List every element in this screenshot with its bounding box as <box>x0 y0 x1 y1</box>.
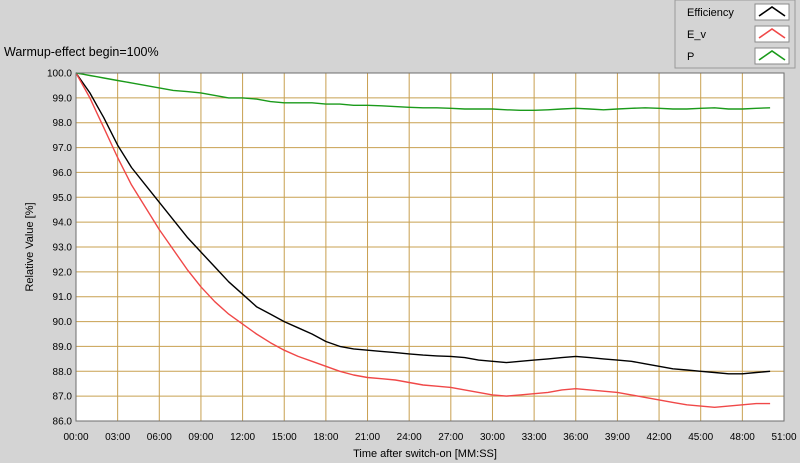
y-tick-label: 92.0 <box>53 267 73 278</box>
series-line-efficiency <box>75 72 771 375</box>
legend-label: E_v <box>687 29 706 41</box>
y-tick-label: 88.0 <box>53 367 73 378</box>
x-tick-label: 39:00 <box>605 432 630 443</box>
legend-label: P <box>687 51 694 63</box>
x-tick-label: 12:00 <box>230 432 255 443</box>
x-axis-title: Time after switch-on [MM:SS] <box>353 448 497 460</box>
x-axis-ticks: 00:00 03:00 06:00 09:00 12:00 15:00 18:00 21:00… <box>63 432 796 443</box>
y-tick-label: 95.0 <box>53 193 73 204</box>
legend-item-e-v[interactable]: E_v <box>687 25 790 43</box>
x-tick-label: 03:00 <box>105 432 130 443</box>
x-tick-label: 48:00 <box>730 432 755 443</box>
x-tick-label: 45:00 <box>688 432 713 443</box>
y-tick-label: 86.0 <box>53 417 73 428</box>
x-tick-label: 51:00 <box>771 432 796 443</box>
x-tick-label: 15:00 <box>272 432 297 443</box>
legend-item-efficiency[interactable]: Efficiency <box>687 3 790 21</box>
x-tick-label: 00:00 <box>63 432 88 443</box>
x-tick-label: 42:00 <box>647 432 672 443</box>
x-tick-label: 36:00 <box>563 432 588 443</box>
y-tick-label: 94.0 <box>53 218 73 229</box>
y-axis-title: Relative Value [%] <box>24 202 36 291</box>
x-tick-label: 27:00 <box>438 432 463 443</box>
y-tick-label: 98.0 <box>53 118 73 129</box>
chart-title: Warmup-effect begin=100% <box>4 45 159 59</box>
series-line-e-v <box>75 72 771 408</box>
series-line-p <box>75 72 771 112</box>
x-tick-label: 24:00 <box>397 432 422 443</box>
plot-border <box>75 72 785 422</box>
y-tick-label: 93.0 <box>53 243 73 254</box>
y-tick-label: 97.0 <box>53 143 73 154</box>
y-tick-label: 100.0 <box>47 69 72 80</box>
legend-swatch-line <box>758 28 786 39</box>
x-tick-label: 33:00 <box>522 432 547 443</box>
y-tick-label: 90.0 <box>53 317 73 328</box>
legend-swatch-line <box>758 6 786 17</box>
legend-swatch-line <box>758 50 786 61</box>
legend-label: Efficiency <box>687 7 734 19</box>
x-tick-label: 09:00 <box>188 432 213 443</box>
y-tick-label: 87.0 <box>53 392 73 403</box>
y-tick-label: 99.0 <box>53 93 73 104</box>
legend-item-p[interactable]: P <box>687 47 790 65</box>
x-tick-label: 06:00 <box>147 432 172 443</box>
y-axis-ticks: 100.0 99.0 98.0 97.0 96.0 95.0 94.0 93.0 92.0 91.… <box>47 69 72 428</box>
legend-swatch-box <box>754 25 790 43</box>
y-tick-label: 91.0 <box>53 292 73 303</box>
legend[interactable]: Efficiency E_v P <box>674 0 796 69</box>
y-tick-label: 96.0 <box>53 168 73 179</box>
series-layer <box>75 72 771 408</box>
x-tick-label: 30:00 <box>480 432 505 443</box>
y-tick-label: 89.0 <box>53 342 73 353</box>
legend-swatch-box <box>754 47 790 65</box>
x-tick-label: 18:00 <box>313 432 338 443</box>
legend-swatch-box <box>754 3 790 21</box>
x-tick-label: 21:00 <box>355 432 380 443</box>
